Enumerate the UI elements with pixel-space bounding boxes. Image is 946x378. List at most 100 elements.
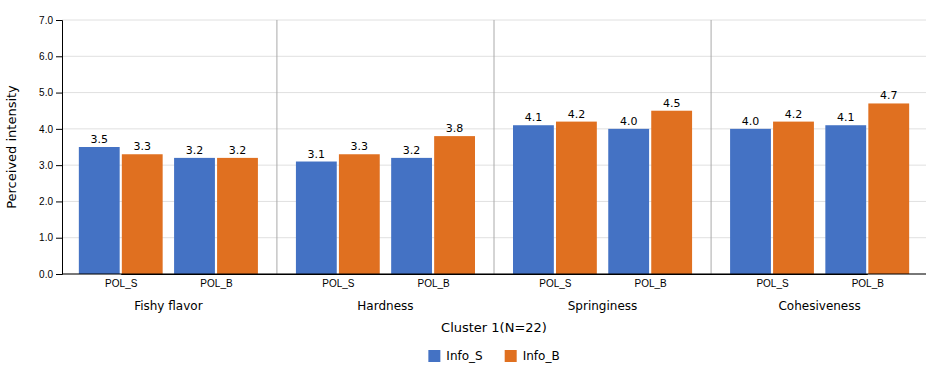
bar	[651, 111, 692, 274]
y-axis-line	[56, 21, 63, 275]
grid	[62, 20, 926, 274]
data-label: 4.2	[785, 108, 803, 121]
x-tick: POL_S	[105, 278, 138, 289]
y-tick-label: 2.0	[39, 196, 53, 207]
y-tick-mark	[56, 20, 62, 21]
data-label: 3.2	[229, 144, 247, 157]
x-tick: POL_B	[200, 278, 233, 289]
x-tick-label: POL_B	[635, 278, 668, 289]
bar	[434, 136, 475, 274]
x-tick: POL_B	[852, 278, 885, 289]
data-label: 4.2	[568, 108, 586, 121]
group-label: Cohesiveness	[778, 299, 860, 313]
bar	[868, 103, 909, 274]
x-tick-label: POL_B	[852, 278, 885, 289]
chart: 3.5 3.2 3.1 3.2 4.1 4.0 4.0 4.1 3.3 3.2 3.3 3.8 4.2 4…	[0, 0, 946, 378]
data-label: 3.2	[186, 144, 204, 157]
y-tick: 6.0	[39, 51, 62, 62]
legend: Info_S Info_B	[428, 349, 559, 363]
x-tick-label: POL_B	[417, 278, 450, 289]
data-label: 3.3	[133, 140, 151, 153]
bar-series	[122, 103, 909, 274]
y-tick-label: 7.0	[39, 15, 53, 26]
bar	[296, 162, 337, 274]
y-tick: 5.0	[39, 87, 62, 98]
y-tick-label: 6.0	[39, 51, 53, 62]
y-tick-label: 4.0	[39, 124, 53, 135]
x-tick-label: POL_B	[200, 278, 233, 289]
legend-swatch	[428, 350, 440, 362]
x-tick-label: POL_S	[322, 278, 355, 289]
y-tick-label: 3.0	[39, 160, 53, 171]
y-tick-label: 1.0	[39, 232, 53, 243]
bar	[174, 158, 215, 274]
data-label: 4.0	[742, 115, 760, 128]
y-tick-mark	[56, 238, 62, 239]
y-tick-mark	[56, 274, 62, 275]
legend-label: Info_B	[523, 349, 560, 363]
bar	[391, 158, 432, 274]
bars	[79, 103, 909, 274]
legend-item: Info_S	[428, 349, 482, 363]
bar	[79, 147, 120, 274]
y-tick: 2.0	[39, 196, 62, 207]
bar	[773, 122, 814, 274]
group-label: Hardness	[357, 299, 413, 313]
data-label: 3.1	[308, 148, 326, 161]
legend-item: Info_B	[505, 349, 560, 363]
bar	[730, 129, 771, 274]
data-label: 4.1	[525, 111, 543, 124]
data-label: 4.1	[837, 111, 855, 124]
y-tick-label: 5.0	[39, 87, 53, 98]
plot-root: 3.5 3.2 3.1 3.2 4.1 4.0 4.0 4.1 3.3 3.2 3.3 3.8 4.2 4…	[4, 15, 926, 335]
bar	[339, 154, 380, 274]
bar	[556, 122, 597, 274]
data-label: 4.5	[663, 97, 681, 110]
data-label: 3.8	[446, 122, 464, 135]
y-tick: 7.0	[39, 15, 62, 26]
y-axis-title: Perceived intensity	[4, 85, 19, 209]
x-tick-label: POL_S	[756, 278, 789, 289]
data-labels: 3.5 3.2 3.1 3.2 4.1 4.0 4.0 4.1 3.3 3.2 3.3 3.8 4.2 4…	[91, 89, 898, 160]
x-axis-baseline	[62, 274, 926, 275]
x-tick: POL_S	[756, 278, 789, 289]
data-label: 4.7	[880, 89, 898, 102]
group-labels: Fishy flavor Hardness Springiness Cohesiven…	[134, 299, 861, 313]
y-tick-mark	[56, 165, 62, 166]
y-tick-mark	[56, 129, 62, 130]
group-label: Fishy flavor	[134, 299, 202, 313]
x-tick: POL_S	[539, 278, 572, 289]
y-axis: 0.0 1.0 2.0 3.0 4.0 5.0 6.0 7.0	[39, 15, 62, 280]
bar	[217, 158, 258, 274]
legend-swatch	[505, 350, 517, 362]
y-tick-label: 0.0	[39, 269, 53, 280]
y-tick: 4.0	[39, 124, 62, 135]
group-separator	[494, 20, 495, 274]
group-separators	[277, 20, 711, 274]
x-tick: POL_B	[417, 278, 450, 289]
x-axis: POL_S POL_B POL_S POL_B POL_S POL_B POL_S POL_B	[105, 275, 884, 290]
bar	[513, 125, 554, 274]
y-tick-mark	[56, 201, 62, 202]
x-tick-label: POL_S	[539, 278, 572, 289]
x-tick: POL_S	[322, 278, 355, 289]
grid-line	[62, 274, 926, 275]
y-tick-mark	[56, 56, 62, 57]
x-tick: POL_B	[635, 278, 668, 289]
y-tick: 0.0	[39, 269, 62, 280]
x-axis-line	[121, 274, 868, 275]
y-tick-mark	[56, 93, 62, 94]
group-separator	[711, 20, 712, 274]
bar	[122, 154, 163, 274]
data-label: 3.2	[403, 144, 421, 157]
group-label: Springiness	[568, 299, 638, 313]
x-axis-title: Cluster 1(N=22)	[441, 320, 547, 335]
data-label: 4.0	[620, 115, 638, 128]
bar	[608, 129, 649, 274]
data-label: 3.5	[91, 133, 109, 146]
legend-label: Info_S	[446, 349, 482, 363]
y-tick: 3.0	[39, 160, 62, 171]
bar-series	[79, 125, 866, 274]
group-separator	[276, 20, 277, 274]
data-label: 3.3	[351, 140, 369, 153]
